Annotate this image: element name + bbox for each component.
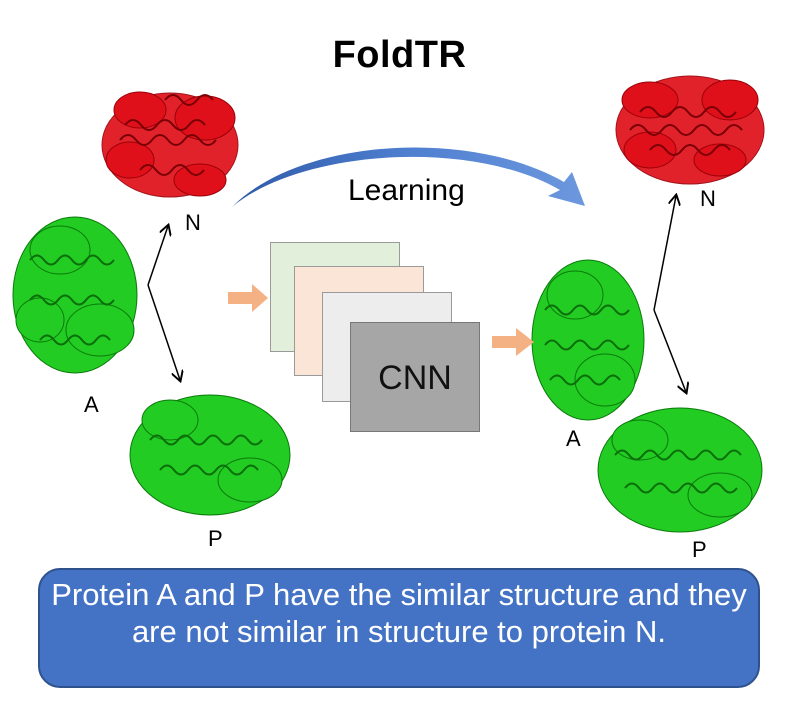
right-p-label: P	[692, 537, 707, 562]
protein-a-left	[12, 216, 138, 374]
left-p-label: P	[208, 526, 223, 551]
left-n-label: N	[185, 210, 201, 235]
left-connector-arrows	[147, 226, 180, 380]
right-connector-arrows	[653, 196, 686, 392]
left-a-label: A	[84, 392, 99, 417]
right-n-label: N	[700, 186, 716, 211]
cnn-label: CNN	[378, 359, 452, 397]
protein-p-left	[129, 394, 291, 516]
caption-box: Protein A and P have the similar structu…	[38, 568, 760, 688]
protein-p-right	[597, 407, 763, 533]
protein-n-right	[615, 75, 765, 185]
learning-arrow	[232, 147, 585, 207]
protein-a-right	[531, 259, 645, 421]
cnn-layer-4: CNN	[350, 322, 480, 432]
diagram-title: FoldTR	[332, 34, 467, 76]
input-arrow	[228, 284, 268, 312]
caption-text: Protein A and P have the similar structu…	[51, 577, 747, 649]
right-a-label: A	[566, 426, 581, 451]
output-arrow	[492, 328, 534, 356]
learning-label: Learning	[348, 174, 465, 207]
protein-n-left	[101, 91, 239, 198]
